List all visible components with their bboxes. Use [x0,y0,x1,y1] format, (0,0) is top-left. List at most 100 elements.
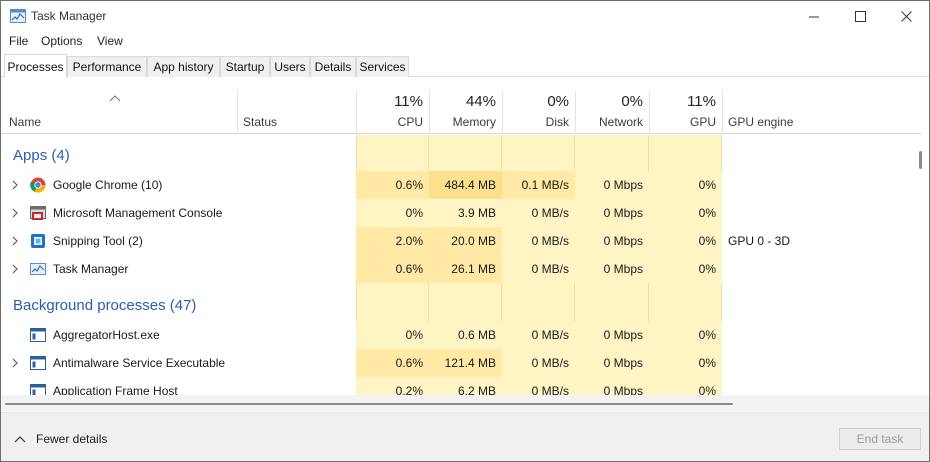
gpu-engine-value [728,255,908,283]
column-cpu-header[interactable]: 11% CPU [357,91,429,134]
horizontal-scrollbar[interactable] [1,395,913,411]
process-list[interactable]: Apps (4) Google Chrome (10) 0.6% 484.4 M… [1,135,913,395]
column-gpu-engine-label: GPU engine [728,115,794,129]
window-title: Task Manager [31,9,107,23]
column-status-header[interactable]: Status [238,91,356,134]
column-disk-header[interactable]: 0% Disk [503,91,575,134]
column-network-header[interactable]: 0% Network [576,91,649,134]
disk-value: 0.1 MB/s [502,171,575,199]
menu-bar: File Options View [1,32,929,52]
disk-value: 0 MB/s [502,349,575,377]
column-memory-header[interactable]: 44% Memory [430,91,502,134]
horizontal-scroll-thumb[interactable] [5,403,733,405]
table-row[interactable]: Task Manager 0.6% 26.1 MB 0 MB/s 0 Mbps … [1,255,913,283]
app-window-icon [30,327,46,343]
group-header-background[interactable]: Background processes (47) [1,291,913,321]
app-window-icon [30,383,46,395]
menu-view[interactable]: View [97,34,123,48]
maximize-button[interactable] [837,1,883,32]
column-gpu-engine-header[interactable]: GPU engine [723,91,921,134]
gpu-value: 0% [649,199,722,227]
disk-value: 0 MB/s [502,321,575,349]
memory-value: 3.9 MB [429,199,502,227]
column-separator[interactable] [429,91,430,134]
disk-total-percent: 0% [547,93,569,110]
table-row[interactable]: AggregatorHost.exe 0% 0.6 MB 0 MB/s 0 Mb… [1,321,913,349]
chrome-icon [30,177,46,193]
table-row[interactable]: Google Chrome (10) 0.6% 484.4 MB 0.1 MB/… [1,171,913,199]
memory-value: 0.6 MB [429,321,502,349]
column-separator[interactable] [356,91,357,134]
title-bar: Task Manager [1,1,929,32]
column-separator[interactable] [575,91,576,134]
column-gpu-header[interactable]: 11% GPU [650,91,722,134]
table-row[interactable]: Snipping Tool (2) 2.0% 20.0 MB 0 MB/s 0 … [1,227,913,255]
footer-bar: Fewer details End task [1,412,929,461]
cpu-value: 2.0% [356,227,429,255]
column-separator[interactable] [722,91,723,134]
chevron-up-icon[interactable] [13,433,27,443]
gpu-value: 0% [649,321,722,349]
chevron-right-icon[interactable] [9,207,21,219]
cpu-value: 0.6% [356,349,429,377]
table-row[interactable]: Antimalware Service Executable 0.6% 121.… [1,349,913,377]
column-cpu-label: CPU [397,115,423,129]
gpu-value: 0% [649,377,722,395]
network-value: 0 Mbps [575,255,649,283]
tab-startup[interactable]: Startup [220,56,270,77]
tab-details[interactable]: Details [310,56,356,77]
menu-options[interactable]: Options [41,34,83,48]
disk-value: 0 MB/s [502,199,575,227]
column-separator[interactable] [649,91,650,134]
mmc-icon [30,205,46,221]
tab-users[interactable]: Users [270,56,310,77]
tab-performance[interactable]: Performance [67,56,147,77]
column-separator[interactable] [237,91,238,134]
cpu-value: 0% [356,199,429,227]
chevron-right-icon[interactable] [9,263,21,275]
network-value: 0 Mbps [575,171,649,199]
network-value: 0 Mbps [575,349,649,377]
menu-file[interactable]: File [9,34,29,48]
process-name: Application Frame Host [53,384,178,395]
column-name-header[interactable]: Name [1,91,237,134]
scrollbar-corner [913,395,929,411]
memory-value: 6.2 MB [429,377,502,395]
group-title: Background processes (47) [13,297,197,314]
column-separator[interactable] [502,91,503,134]
chevron-right-icon[interactable] [9,179,21,191]
close-button[interactable] [883,1,929,32]
table-row[interactable]: Microsoft Management Console 0% 3.9 MB 0… [1,199,913,227]
fewer-details-link[interactable]: Fewer details [36,432,108,446]
tab-app-history[interactable]: App history [147,56,220,77]
group-header-apps[interactable]: Apps (4) [1,141,913,171]
end-task-button[interactable]: End task [839,428,921,450]
sort-ascending-icon [109,91,121,102]
process-name: Google Chrome (10) [53,178,163,192]
cpu-total-percent: 11% [394,93,423,110]
network-total-percent: 0% [621,93,643,110]
process-name: Microsoft Management Console [53,206,223,220]
chevron-right-icon[interactable] [9,235,21,247]
vertical-scrollbar[interactable] [913,135,929,395]
tab-services[interactable]: Services [356,56,409,77]
gpu-engine-value [728,199,908,227]
network-value: 0 Mbps [575,321,649,349]
column-memory-label: Memory [452,115,496,129]
task-manager-icon [10,9,26,23]
column-header: Name Status 11% CPU 44% Memory 0% Disk 0… [1,91,921,134]
column-status-label: Status [243,115,278,129]
tab-processes[interactable]: Processes [4,54,67,78]
process-name: Task Manager [53,262,129,276]
chevron-right-icon[interactable] [9,357,21,369]
gpu-engine-value: GPU 0 - 3D [728,234,791,248]
task-manager-icon [30,261,46,277]
snipping-tool-icon [30,233,46,249]
vertical-scroll-thumb[interactable] [919,151,922,169]
column-disk-label: Disk [545,115,569,129]
table-row[interactable]: Application Frame Host 0.2% 6.2 MB 0 MB/… [1,377,913,395]
network-value: 0 Mbps [575,199,649,227]
minimize-button[interactable] [791,1,837,32]
gpu-value: 0% [649,171,722,199]
gpu-total-percent: 11% [687,93,716,110]
